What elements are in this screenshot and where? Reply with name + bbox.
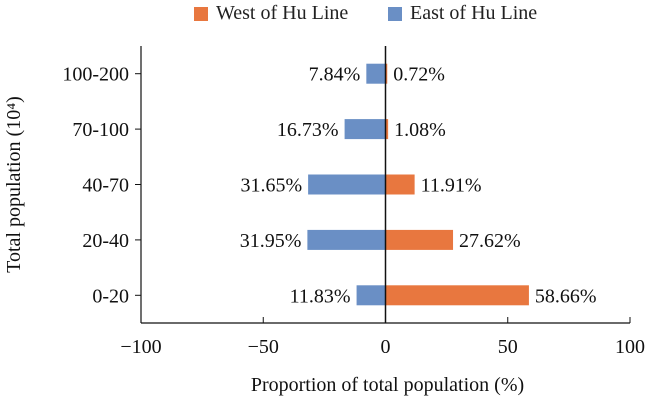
- bar-west-0-20: [385, 285, 529, 306]
- bar-east-20-40: [307, 229, 386, 250]
- bar-west-20-40: [385, 229, 454, 250]
- x-tick-label-0: 0: [381, 336, 391, 358]
- legend-item-west: West of Hu Line: [194, 2, 348, 25]
- data-label-west-20-40: 27.62%: [459, 230, 521, 252]
- y-tick-label-40-70: 40-70: [82, 175, 129, 197]
- data-label-west-70-100: 1.08%: [394, 119, 446, 141]
- x-axis-title: Proportion of total population (%): [251, 374, 524, 396]
- bar-west-40-70: [385, 174, 415, 195]
- legend-label-west: West of Hu Line: [216, 2, 349, 24]
- y-tick-label-100-200: 100-200: [62, 64, 129, 86]
- data-label-east-40-70: 31.65%: [240, 175, 302, 197]
- y-tick-label-0-20: 0-20: [92, 285, 129, 307]
- y-axis-title: Total population (10⁴): [3, 96, 25, 273]
- legend-label-east: East of Hu Line: [410, 2, 538, 24]
- legend-item-east: East of Hu Line: [388, 2, 537, 25]
- bars-layer: [307, 63, 529, 306]
- bar-east-70-100: [344, 119, 386, 140]
- x-tick-label--100: −100: [120, 336, 161, 358]
- labels-layer: 0.72% 7.84% 100-200 1.08% 16.73% 70-100 11.91%…: [62, 64, 645, 358]
- data-label-east-100-200: 7.84%: [309, 64, 361, 86]
- data-label-east-0-20: 11.83%: [290, 285, 351, 307]
- x-tick-label--50: −50: [248, 336, 279, 358]
- x-tick-label-100: 100: [615, 336, 645, 358]
- data-label-west-0-20: 58.66%: [535, 285, 597, 307]
- y-tick-label-70-100: 70-100: [72, 119, 129, 141]
- y-tick-label-20-40: 20-40: [82, 230, 129, 252]
- legend-swatch-west: [194, 6, 208, 21]
- bar-east-40-70: [308, 174, 386, 195]
- bar-west-70-100: [385, 119, 389, 140]
- data-label-east-20-40: 31.95%: [240, 230, 302, 252]
- legend-swatch-east: [388, 6, 402, 21]
- x-tick-label-50: 50: [498, 336, 518, 358]
- bar-east-0-20: [356, 285, 386, 306]
- plot-frame: [135, 46, 631, 324]
- bar-west-100-200: [385, 63, 388, 84]
- data-label-west-40-70: 11.91%: [421, 175, 482, 197]
- data-label-west-100-200: 0.72%: [393, 64, 445, 86]
- bar-east-100-200: [366, 63, 386, 84]
- data-label-east-70-100: 16.73%: [277, 119, 339, 141]
